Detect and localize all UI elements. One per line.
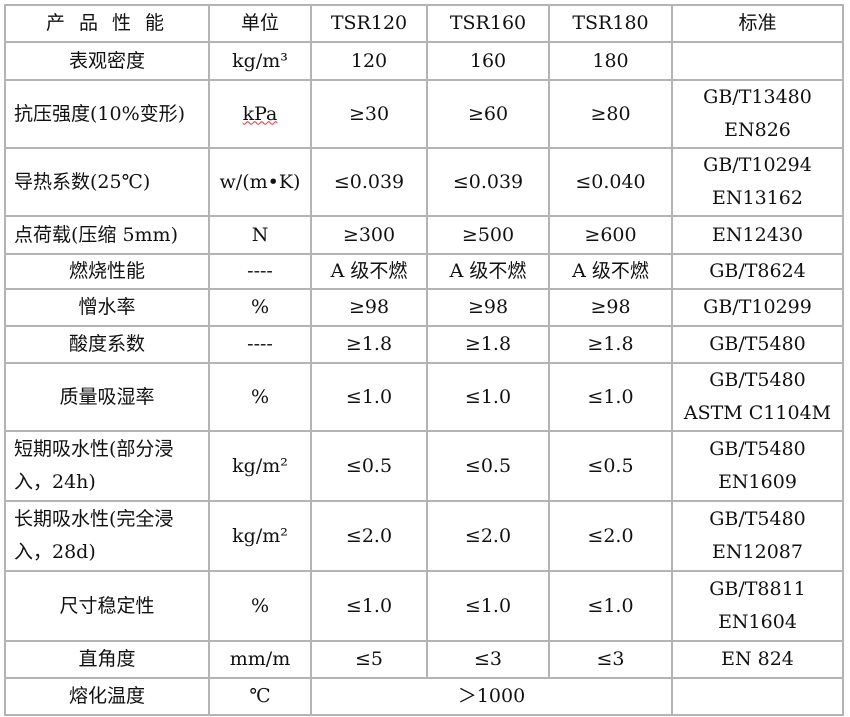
cell-property: 点荷载(压缩 5mm) bbox=[4, 215, 210, 255]
table-row: 燃烧性能 ---- A 级不燃 A 级不燃 A 级不燃 GB/T8624 bbox=[4, 253, 844, 290]
cell-tsr160: ≤2.0 bbox=[426, 500, 550, 572]
table-row: 熔化温度 ℃ ＞1000 bbox=[4, 677, 844, 716]
cell-tsr180: ≥600 bbox=[548, 215, 673, 255]
cell-tsr120: ≤0.039 bbox=[310, 147, 428, 217]
cell-tsr180: A 级不燃 bbox=[548, 253, 673, 290]
cell-tsr160: A 级不燃 bbox=[426, 253, 550, 290]
header-property: 产 品 性 能 bbox=[4, 4, 210, 43]
cell-tsr120: ≥300 bbox=[310, 215, 428, 255]
cell-unit: kg/m³ bbox=[208, 41, 312, 81]
header-row: 产 品 性 能 单位 TSR120 TSR160 TSR180 标准 bbox=[4, 4, 844, 43]
cell-tsr160: ≥60 bbox=[426, 79, 550, 149]
cell-property: 燃烧性能 bbox=[4, 253, 210, 290]
cell-standard: GB/T5480 ASTM C1104M bbox=[671, 362, 844, 432]
cell-standard: GB/T10294 EN13162 bbox=[671, 147, 844, 217]
cell-standard: EN12430 bbox=[671, 215, 844, 255]
cell-tsr180: ≤0.040 bbox=[548, 147, 673, 217]
table-row: 长期吸水性(完全浸入，28d) kg/m² ≤2.0 ≤2.0 ≤2.0 GB/T5480… bbox=[4, 500, 844, 572]
cell-tsr180: ≥1.8 bbox=[548, 325, 673, 364]
cell-standard: GB/T8811 EN1604 bbox=[671, 570, 844, 642]
cell-tsr180: ≤2.0 bbox=[548, 500, 673, 572]
cell-unit: kPa bbox=[208, 79, 312, 149]
table-row: 憎水率% ≥98 ≥98 ≥98 GB/T10299 bbox=[4, 288, 844, 327]
cell-tsr160: ≤0.039 bbox=[426, 147, 550, 217]
cell-unit: kg/m² bbox=[208, 500, 312, 572]
cell-tsr160: ≥1.8 bbox=[426, 325, 550, 364]
cell-tsr160: ≤3 bbox=[426, 640, 550, 679]
table-row: 表观密度 kg/m³ 120 160 180 bbox=[4, 41, 844, 81]
header-tsr160: TSR160 bbox=[426, 4, 550, 43]
cell-standard: GB/T5480 EN12087 bbox=[671, 500, 844, 572]
cell-standard: GB/T5480 bbox=[671, 325, 844, 364]
cell-standard: GB/T13480 EN826 bbox=[671, 79, 844, 149]
cell-unit: ---- bbox=[208, 325, 312, 364]
cell-tsr180: ≤3 bbox=[548, 640, 673, 679]
header-tsr120: TSR120 bbox=[310, 4, 428, 43]
cell-unit: % bbox=[208, 288, 312, 327]
table-row: 尺寸稳定性% ≤1.0 ≤1.0 ≤1.0 GB/T8811 EN1604 bbox=[4, 570, 844, 642]
cell-tsr120: ≤1.0 bbox=[310, 570, 428, 642]
cell-tsr180: ≤1.0 bbox=[548, 570, 673, 642]
cell-property: 直角度 bbox=[4, 640, 210, 679]
table-row: 质量吸湿率% ≤1.0 ≤1.0 ≤1.0 GB/T5480 ASTM C1104M bbox=[4, 362, 844, 432]
cell-tsr160: ≥500 bbox=[426, 215, 550, 255]
cell-tsr120: ≥98 bbox=[310, 288, 428, 327]
table-row: 酸度系数 ---- ≥1.8 ≥1.8 ≥1.8 GB/T5480 bbox=[4, 325, 844, 364]
cell-unit: ℃ bbox=[208, 677, 312, 716]
cell-unit: ---- bbox=[208, 253, 312, 290]
cell-unit: mm/m bbox=[208, 640, 312, 679]
cell-tsr180: ≥80 bbox=[548, 79, 673, 149]
table-row: 直角度 mm/m ≤5 ≤3 ≤3 EN 824 bbox=[4, 640, 844, 679]
cell-tsr120: ≥1.8 bbox=[310, 325, 428, 364]
cell-unit: kg/m² bbox=[208, 430, 312, 502]
cell-tsr180: 180 bbox=[548, 41, 673, 81]
cell-value: ＞1000 bbox=[310, 677, 673, 716]
header-unit: 单位 bbox=[208, 4, 312, 43]
table-row: 导热系数(25℃) w/(m•K) ≤0.039 ≤0.039 ≤0.040 GB/T10… bbox=[4, 147, 844, 217]
cell-tsr160: ≥98 bbox=[426, 288, 550, 327]
cell-property: 导热系数(25℃) bbox=[4, 147, 210, 217]
cell-tsr120: ≤2.0 bbox=[310, 500, 428, 572]
cell-standard bbox=[671, 677, 844, 716]
cell-standard: GB/T5480 EN1609 bbox=[671, 430, 844, 502]
cell-tsr180: ≥98 bbox=[548, 288, 673, 327]
header-tsr180: TSR180 bbox=[548, 4, 673, 43]
cell-property: 熔化温度 bbox=[4, 677, 210, 716]
cell-tsr180: ≤0.5 bbox=[548, 430, 673, 502]
cell-tsr160: 160 bbox=[426, 41, 550, 81]
cell-tsr120: ≤1.0 bbox=[310, 362, 428, 432]
cell-property: 憎水率 bbox=[4, 288, 210, 327]
cell-property: 质量吸湿率 bbox=[4, 362, 210, 432]
cell-property: 表观密度 bbox=[4, 41, 210, 81]
cell-property: 抗压强度(10%变形) bbox=[4, 79, 210, 149]
table-row: 抗压强度(10%变形) kPa ≥30 ≥60 ≥80 GB/T13480 EN826 bbox=[4, 79, 844, 149]
cell-tsr180: ≤1.0 bbox=[548, 362, 673, 432]
cell-unit: % bbox=[208, 570, 312, 642]
cell-property: 短期吸水性(部分浸入，24h) bbox=[4, 430, 210, 502]
cell-tsr160: ≤0.5 bbox=[426, 430, 550, 502]
cell-tsr120: 120 bbox=[310, 41, 428, 81]
cell-unit: N bbox=[208, 215, 312, 255]
cell-unit: w/(m•K) bbox=[208, 147, 312, 217]
header-standard: 标准 bbox=[671, 4, 844, 43]
cell-tsr160: ≤1.0 bbox=[426, 570, 550, 642]
cell-tsr120: A 级不燃 bbox=[310, 253, 428, 290]
table-row: 点荷载(压缩 5mm) N ≥300 ≥500 ≥600 EN12430 bbox=[4, 215, 844, 255]
cell-tsr120: ≤0.5 bbox=[310, 430, 428, 502]
cell-property: 尺寸稳定性 bbox=[4, 570, 210, 642]
cell-standard: GB/T10299 bbox=[671, 288, 844, 327]
cell-tsr120: ≤5 bbox=[310, 640, 428, 679]
cell-standard: GB/T8624 bbox=[671, 253, 844, 290]
cell-tsr120: ≥30 bbox=[310, 79, 428, 149]
cell-tsr160: ≤1.0 bbox=[426, 362, 550, 432]
product-properties-table: 产 品 性 能 单位 TSR120 TSR160 TSR180 标准 表观密度 k… bbox=[4, 4, 844, 716]
cell-standard bbox=[671, 41, 844, 81]
table-row: 短期吸水性(部分浸入，24h) kg/m² ≤0.5 ≤0.5 ≤0.5 GB/T5480… bbox=[4, 430, 844, 502]
cell-property: 长期吸水性(完全浸入，28d) bbox=[4, 500, 210, 572]
cell-unit: % bbox=[208, 362, 312, 432]
cell-property: 酸度系数 bbox=[4, 325, 210, 364]
cell-standard: EN 824 bbox=[671, 640, 844, 679]
